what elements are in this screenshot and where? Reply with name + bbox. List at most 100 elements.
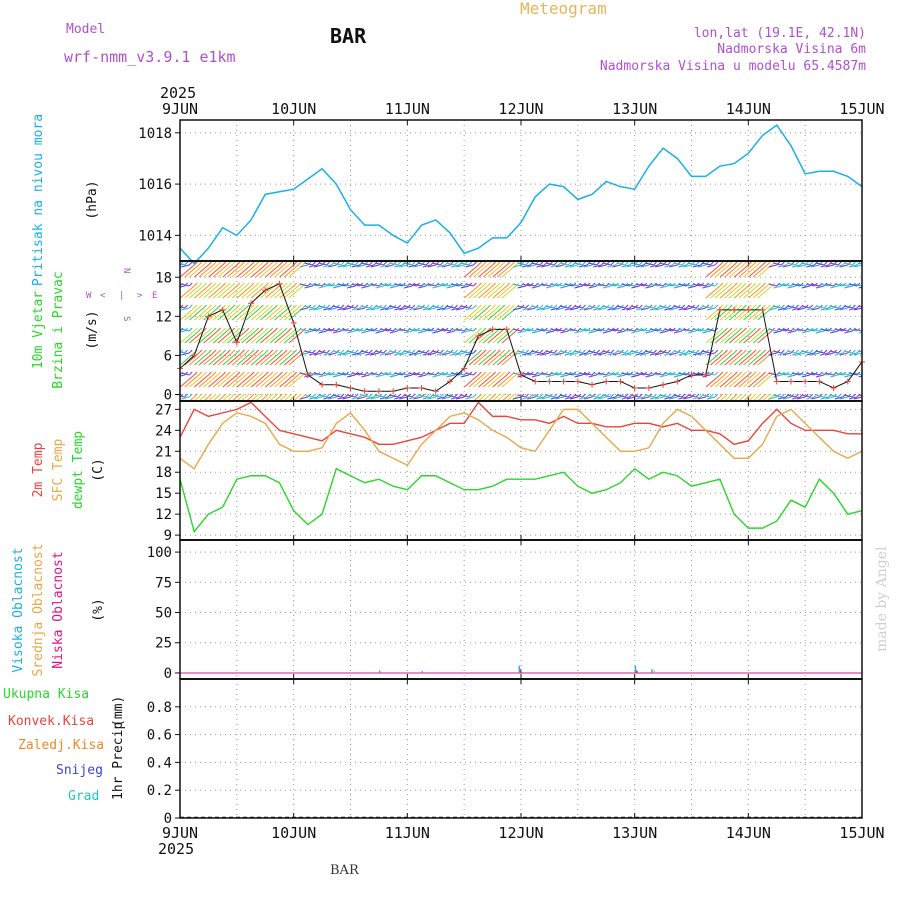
wind-barb — [706, 283, 716, 287]
wind-barb-head — [762, 327, 766, 332]
wind-barb-head — [539, 261, 544, 266]
wind-barb — [250, 374, 266, 388]
wind-barb — [217, 264, 233, 278]
wind-barb — [773, 262, 782, 266]
wind-barb — [621, 328, 630, 332]
wind-barb-head — [728, 327, 733, 332]
wind-barb — [236, 264, 252, 278]
wind-barb — [456, 264, 465, 268]
wind-barb-head — [572, 304, 577, 309]
y-tick-label: 75 — [155, 575, 172, 591]
wind-barb-head — [401, 349, 406, 354]
wind-barb-head — [567, 349, 572, 354]
wind-barb — [422, 307, 431, 311]
wind-barb-head — [425, 261, 430, 266]
wind-barb — [564, 372, 573, 376]
wind-barb-head — [567, 282, 572, 287]
wind-barb-head — [203, 304, 207, 309]
wind-barb — [245, 307, 261, 321]
wind-barb-head — [728, 371, 733, 376]
wind-barb-head — [468, 304, 473, 309]
wind-barb — [456, 396, 465, 400]
wind-barb-head — [842, 304, 847, 309]
wind-barb-head — [468, 393, 473, 398]
wind-barb-head — [397, 261, 402, 266]
wind-barb — [792, 328, 801, 332]
wind-barb — [332, 305, 342, 309]
wind-barb — [517, 394, 526, 398]
wind-barb — [361, 285, 370, 289]
wind-barb-head — [634, 261, 639, 266]
wind-barb-head — [539, 349, 544, 354]
wind-barb — [318, 285, 327, 289]
wind-barb-head — [596, 393, 600, 398]
wind-barb-head — [809, 349, 814, 354]
wind-barb-head — [416, 327, 420, 332]
wind-barb-head — [383, 282, 387, 287]
wind-barb — [379, 307, 389, 311]
wind-barb — [743, 352, 758, 366]
wind-barb — [231, 307, 247, 321]
wind-barb-head — [833, 393, 837, 398]
wind-barb — [705, 374, 721, 388]
wind-barb — [777, 307, 787, 311]
wind-barb — [497, 330, 512, 344]
wind-barb-head — [274, 349, 278, 354]
wind-barb-head — [350, 261, 354, 266]
wind-barb — [649, 283, 659, 287]
wind-barb — [180, 330, 195, 344]
wind-barb-head — [667, 349, 672, 354]
wind-barb-head — [515, 261, 520, 266]
wind-barb-head — [217, 393, 221, 398]
wind-barb-head — [695, 393, 700, 398]
wind-barb-head — [416, 304, 420, 309]
wind-barb-head — [439, 393, 444, 398]
wind-barb-head — [297, 261, 302, 266]
wind-barb — [853, 396, 862, 400]
wind-barb-head — [600, 349, 605, 354]
wind-barb — [602, 350, 611, 354]
wind-barb-head — [620, 393, 624, 398]
wind-barb — [255, 307, 271, 321]
wind-barb-head — [634, 349, 639, 354]
wind-barb — [612, 396, 621, 400]
wind-barb-head — [259, 261, 264, 266]
wind-barb — [687, 350, 697, 354]
wind-barb — [853, 352, 862, 356]
wind-barb — [202, 396, 209, 401]
wind-barb-head — [671, 371, 676, 376]
cloud-bar — [651, 669, 653, 673]
wind-barb — [394, 307, 403, 311]
wind-barb — [478, 352, 493, 366]
wind-barb — [564, 352, 573, 356]
wind-barb-head — [463, 349, 468, 354]
wind-barb-head — [757, 261, 761, 266]
wind-barb-head — [529, 349, 534, 354]
wind-barb — [678, 352, 687, 356]
wind-barb — [645, 285, 654, 289]
wind-barb — [260, 285, 275, 299]
wind-barb — [820, 328, 829, 332]
wind-barb — [403, 330, 413, 334]
wind-barb — [288, 396, 294, 401]
wind-barb — [370, 283, 380, 287]
wind-barb — [752, 374, 768, 388]
wind-barb-head — [496, 304, 501, 309]
wind-barb — [180, 330, 181, 331]
wind-barb — [564, 283, 573, 287]
wind-barb — [184, 307, 200, 321]
wind-barb-head — [525, 393, 529, 398]
y-tick-label: 0.6 — [147, 728, 172, 744]
wind-barb-head — [529, 371, 534, 376]
wind-barb-head — [330, 349, 335, 354]
wind-barb — [208, 352, 223, 366]
wind-barb — [738, 352, 754, 366]
wind-barb — [180, 265, 181, 266]
wind-barb-head — [757, 304, 761, 309]
wind-barb-head — [496, 282, 501, 287]
wind-barb-head — [184, 349, 188, 354]
wind-barb-head — [364, 304, 369, 309]
temp2m-axis-label: 2m Temp — [31, 442, 46, 497]
wind-barb — [436, 352, 446, 356]
wind-barb-head — [852, 261, 856, 266]
